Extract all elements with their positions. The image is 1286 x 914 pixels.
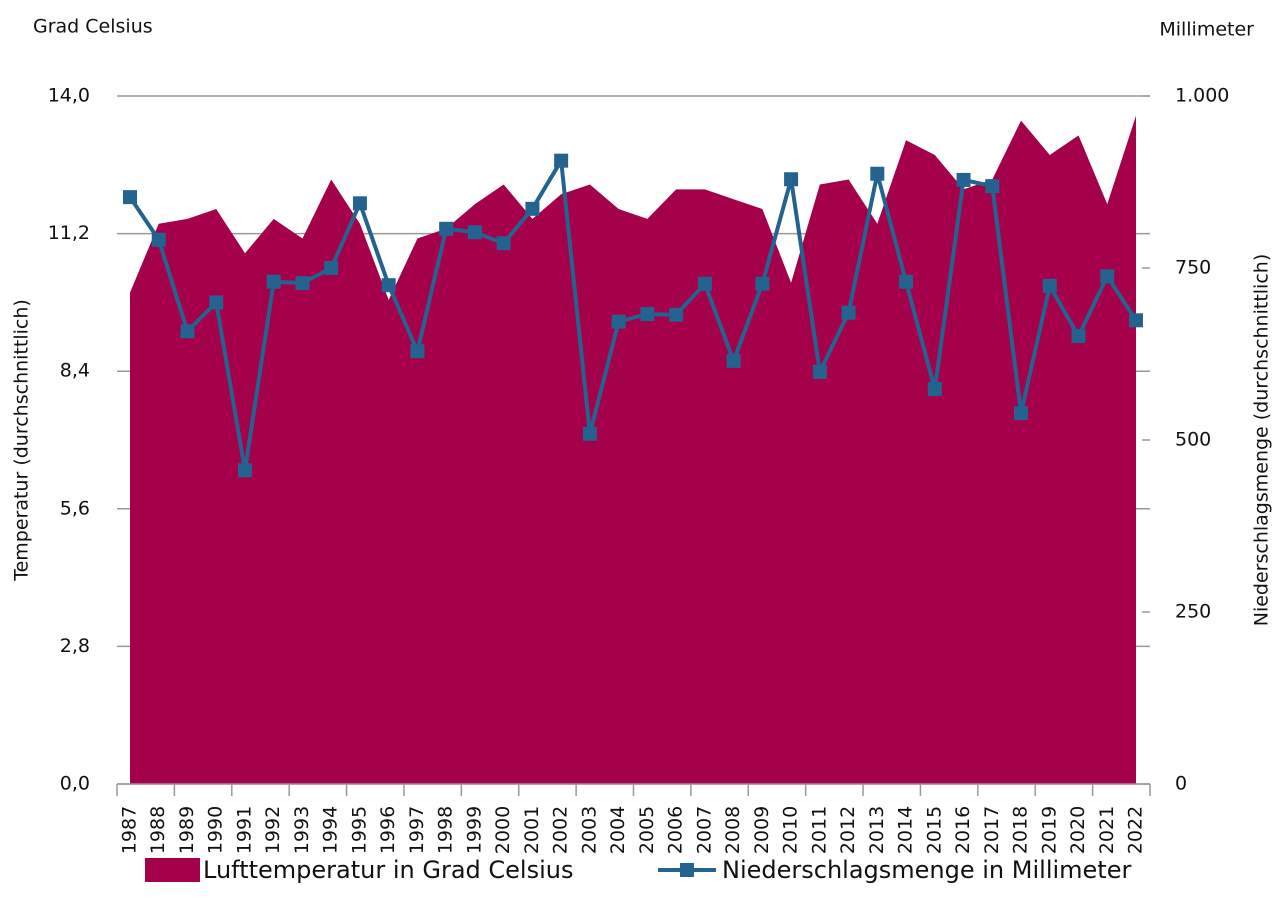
x-tick-label: 2005 [636,806,658,854]
x-tick-label: 1991 [233,806,255,854]
x-tick-label: 2009 [751,806,773,854]
x-tick-label: 2002 [550,806,572,854]
x-tick-label: 2021 [1096,806,1118,854]
x-tick-label: 2004 [607,806,629,854]
marker [1014,406,1029,421]
marker [927,382,942,397]
y2-unit: Millimeter [1159,19,1254,41]
marker [467,225,482,240]
x-tick-label: 2008 [722,806,744,854]
x-tick-label: 2011 [808,806,830,854]
y2-axis-title: Niederschlagsmenge (durchschnittlich) [1251,254,1273,627]
x-tick-label: 2019 [1038,806,1060,854]
x-tick-label: 1995 [348,806,370,854]
x-tick-label: 2013 [866,806,888,854]
marker [180,324,195,339]
marker [582,426,597,441]
y2-tick-label: 0 [1175,773,1187,795]
x-tick-label: 2006 [665,806,687,854]
marker [812,364,827,379]
x-tick-label: 2014 [895,806,917,854]
legend-label: Lufttemperatur in Grad Celsius [203,856,573,884]
marker [1100,269,1115,284]
x-tick-label: 1999 [463,806,485,854]
marker [237,463,252,478]
x-tick-label: 1987 [119,806,141,854]
y-tick-label: 8,4 [60,360,90,382]
x-tick-label: 2017 [981,806,1003,854]
x-tick-label: 2010 [780,806,802,854]
marker [697,276,712,291]
y-tick-label: 0,0 [60,773,90,795]
marker [439,221,454,236]
marker [151,232,166,247]
marker [525,201,540,216]
marker [956,172,971,187]
y2-tick-label: 750 [1175,257,1211,279]
marker [611,314,626,329]
marker [123,190,137,205]
x-tick-label: 1994 [320,806,342,854]
marker [985,179,1000,194]
marker [640,307,655,322]
marker [209,295,224,310]
area [130,115,1136,784]
y2-tick-label: 250 [1175,601,1211,623]
x-tick-label: 1990 [205,806,227,854]
legend-marker [680,863,694,877]
marker [410,344,425,359]
x-tick-label: 2018 [1010,806,1032,854]
x-tick-label: 2001 [521,806,543,854]
y-unit: Grad Celsius [33,16,153,38]
marker [899,274,914,289]
x-tick-label: 1992 [262,806,284,854]
legend-swatch [145,858,200,882]
marker [755,276,770,291]
marker [784,172,799,187]
marker [352,196,367,211]
x-tick-label: 2000 [492,806,514,854]
marker [669,307,684,322]
x-tick-label: 2012 [837,806,859,854]
marker [1129,313,1143,328]
x-tick-label: 1988 [147,806,169,854]
x-tick-label: 1993 [291,806,313,854]
y-tick-label: 5,6 [60,497,90,519]
x-tick-label: 1998 [435,806,457,854]
x-tick-label: 2007 [693,806,715,854]
y-tick-label: 14,0 [48,85,90,107]
y-tick-label: 2,8 [60,635,90,657]
x-tick-label: 1989 [176,806,198,854]
y-axis-title: Temperatur (durchschnittlich) [11,299,33,582]
x-tick-label: 2015 [923,806,945,854]
x-tick-label: 1996 [377,806,399,854]
marker [324,261,339,275]
legend-label: Niederschlagsmenge in Millimeter [722,856,1131,884]
y-tick-label: 11,2 [48,222,90,244]
y2-tick-label: 500 [1175,429,1211,451]
marker [554,153,569,168]
marker [1042,278,1057,293]
marker [381,278,396,293]
x-tick-label: 2022 [1125,806,1147,854]
marker [870,166,885,181]
y2-tick-label: 1.000 [1175,85,1229,107]
marker [295,276,310,291]
x-tick-label: 2016 [952,806,974,854]
marker [1071,329,1086,344]
x-tick-label: 2003 [578,806,600,854]
x-tick-label: 1997 [406,806,428,854]
marker [726,353,741,368]
x-tick-label: 2020 [1067,806,1089,854]
marker [841,305,856,320]
marker [496,236,511,251]
marker [266,274,281,289]
